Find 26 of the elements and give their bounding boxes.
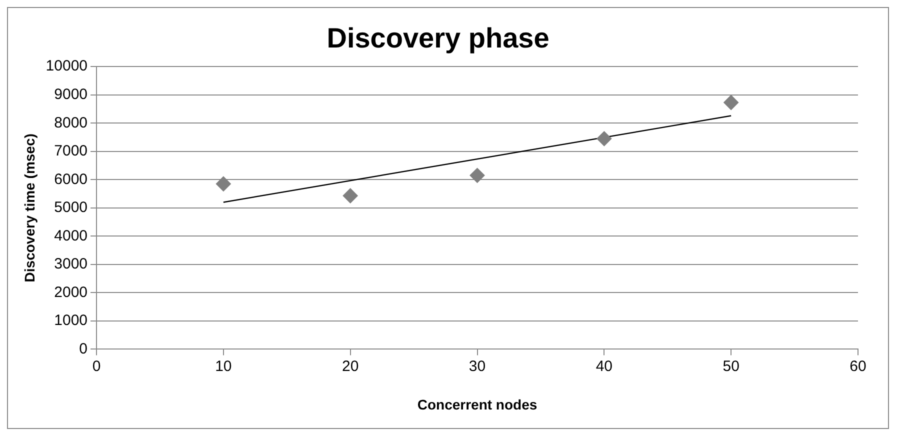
x-tick-label: 60: [850, 358, 866, 375]
x-tick-label: 0: [92, 358, 101, 375]
y-axis-title: Discovery time (msec): [21, 134, 38, 282]
y-tick-label: 6000: [54, 170, 88, 188]
x-tick-label: 10: [215, 358, 232, 375]
x-tick-label: 20: [342, 358, 359, 375]
point: [596, 131, 612, 146]
y-tick-label: 2000: [54, 284, 88, 301]
y-tick-label: 8000: [54, 114, 88, 132]
y-tick-label: 9000: [54, 86, 88, 103]
x-tick-label: 40: [596, 358, 613, 375]
y-tick-label: 10000: [46, 58, 88, 75]
point: [724, 94, 739, 110]
y-tick-label: 7000: [54, 142, 88, 160]
y-tick-label: 1000: [54, 312, 88, 330]
x-tick-label: 30: [468, 358, 486, 375]
point: [216, 176, 231, 192]
x-axis-title: Concerrent nodes: [417, 396, 538, 412]
y-tick-label: 0: [79, 340, 88, 358]
point: [470, 168, 485, 183]
y-tick-label: 4000: [54, 227, 88, 244]
x-tick-label: 50: [722, 358, 740, 375]
point: [342, 188, 358, 204]
y-tick-label: 5000: [54, 199, 88, 216]
chart-title: Discovery phase: [326, 22, 550, 54]
y-tick-label: 3000: [54, 256, 88, 273]
